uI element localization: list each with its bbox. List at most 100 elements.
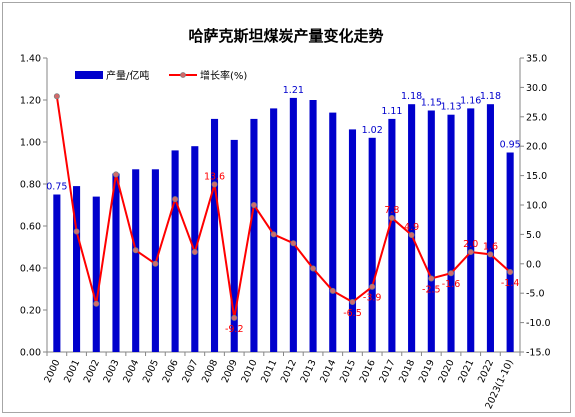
legend-swatch-bar <box>75 71 103 79</box>
bar <box>309 100 317 352</box>
y-right-tick-label: -5.0 <box>526 289 545 300</box>
growth-point <box>211 181 218 188</box>
y-right-tick-label: 35.0 <box>526 54 547 65</box>
y-right-tick-label: 5.0 <box>526 230 541 241</box>
y-left-tick-label: 0.20 <box>20 306 41 317</box>
x-tick-label: 2017 <box>377 358 397 385</box>
growth-data-label: 2.0 <box>463 239 478 250</box>
legend-label-bar: 产量/亿吨 <box>106 69 149 82</box>
bar <box>486 104 494 352</box>
growth-point <box>73 228 80 235</box>
x-tick-label: 2009 <box>220 358 240 385</box>
y-right-tick-label: 20.0 <box>526 142 547 153</box>
y-right-tick-label: 25.0 <box>526 112 547 123</box>
growth-data-label: -1.6 <box>442 279 461 290</box>
bar <box>289 97 297 353</box>
growth-data-label: -2.5 <box>422 285 441 296</box>
x-tick-label: 2008 <box>200 358 220 385</box>
y-left-tick-label: 0.60 <box>20 222 41 233</box>
bar <box>92 196 100 352</box>
legend: 产量/亿吨 增长率(%) <box>75 69 247 82</box>
bar <box>210 118 219 353</box>
legend-label-line: 增长率(%) <box>200 69 247 82</box>
x-tick-label: 2016 <box>358 358 378 385</box>
bar <box>230 139 238 352</box>
x-tick-label: 2019 <box>417 358 437 385</box>
growth-point <box>329 287 336 294</box>
y-left-tick-label: 0.80 <box>20 180 41 191</box>
bar <box>53 194 61 352</box>
growth-point <box>428 275 435 282</box>
bar <box>348 129 357 352</box>
growth-line <box>55 96 511 319</box>
x-tick-label: 2001 <box>62 358 82 385</box>
y-left-tick-label: 1.00 <box>20 138 41 149</box>
x-tick-label: 2002 <box>82 358 102 385</box>
bar-data-label: 1.16 <box>460 95 481 106</box>
growth-point <box>112 171 119 178</box>
y-right-tick-label: 0.0 <box>526 259 541 270</box>
x-tick-label: 2007 <box>180 358 200 385</box>
growth-point <box>369 283 376 290</box>
x-tick-label: 2010 <box>239 358 259 385</box>
x-tick-label: 2004 <box>121 358 141 385</box>
growth-point <box>310 265 317 272</box>
y-left-tick-label: 1.40 <box>20 54 41 65</box>
growth-data-label: 1.6 <box>483 241 498 252</box>
x-tick-label: 2011 <box>259 358 279 385</box>
bar-data-label: 1.18 <box>480 91 501 102</box>
x-tick-label: 2003 <box>102 358 122 385</box>
bar <box>250 118 258 353</box>
bar-data-label: 1.18 <box>401 91 422 102</box>
growth-point <box>231 314 238 321</box>
bar-data-label: 1.21 <box>283 85 304 96</box>
y-right-tick-label: 30.0 <box>526 83 547 94</box>
y-right-tick-label: -15.0 <box>526 348 551 359</box>
growth-point <box>448 270 455 277</box>
bar <box>368 137 376 352</box>
x-tick-label: 2021 <box>456 358 476 385</box>
bar <box>467 108 475 353</box>
y-right-tick-label: -10.0 <box>526 318 551 329</box>
bar-data-label: 1.13 <box>440 102 461 113</box>
bar <box>73 186 81 352</box>
growth-data-label: -1.4 <box>501 278 520 289</box>
x-tick-label: 2012 <box>279 358 299 385</box>
y-right-tick-label: 10.0 <box>526 201 547 212</box>
growth-point <box>388 214 395 221</box>
growth-point <box>270 231 277 238</box>
bar <box>506 152 514 352</box>
growth-data-label: -3.9 <box>363 293 382 304</box>
bar-data-label: 0.95 <box>500 140 521 151</box>
bar <box>408 104 416 352</box>
chart-title: 哈萨克斯坦煤炭产量变化走势 <box>188 27 383 45</box>
x-tick-label: 2000 <box>42 358 62 385</box>
x-tick-label: 2014 <box>318 358 338 385</box>
bar-data-label: 1.15 <box>421 98 442 109</box>
x-tick-label: 2022 <box>476 358 496 385</box>
growth-data-label: -6.5 <box>343 308 362 319</box>
bar-data-label: 1.02 <box>362 125 383 136</box>
growth-point <box>349 299 356 306</box>
growth-point <box>408 231 415 238</box>
growth-point <box>93 300 100 307</box>
growth-data-label: 7.8 <box>384 205 399 216</box>
x-tick-label: 2013 <box>299 358 319 385</box>
growth-point <box>53 93 60 100</box>
growth-point <box>152 260 159 267</box>
bar <box>427 110 435 352</box>
growth-data-label: 13.6 <box>204 171 225 182</box>
x-tick-label: 2005 <box>141 358 161 385</box>
y-left-tick-label: 0.40 <box>20 264 41 275</box>
y-right-tick-label: 15.0 <box>526 171 547 182</box>
growth-point <box>172 196 179 203</box>
bar <box>112 173 120 352</box>
growth-point <box>191 249 198 256</box>
chart: 哈萨克斯坦煤炭产量变化走势 0.00 0.20 0.40 0.60 0.80 1.00 1.… <box>20 27 551 411</box>
bar <box>132 169 140 352</box>
bar <box>270 108 278 353</box>
growth-point <box>467 249 474 256</box>
bar <box>447 114 455 352</box>
growth-point <box>250 201 257 208</box>
legend-swatch-marker <box>180 72 186 78</box>
